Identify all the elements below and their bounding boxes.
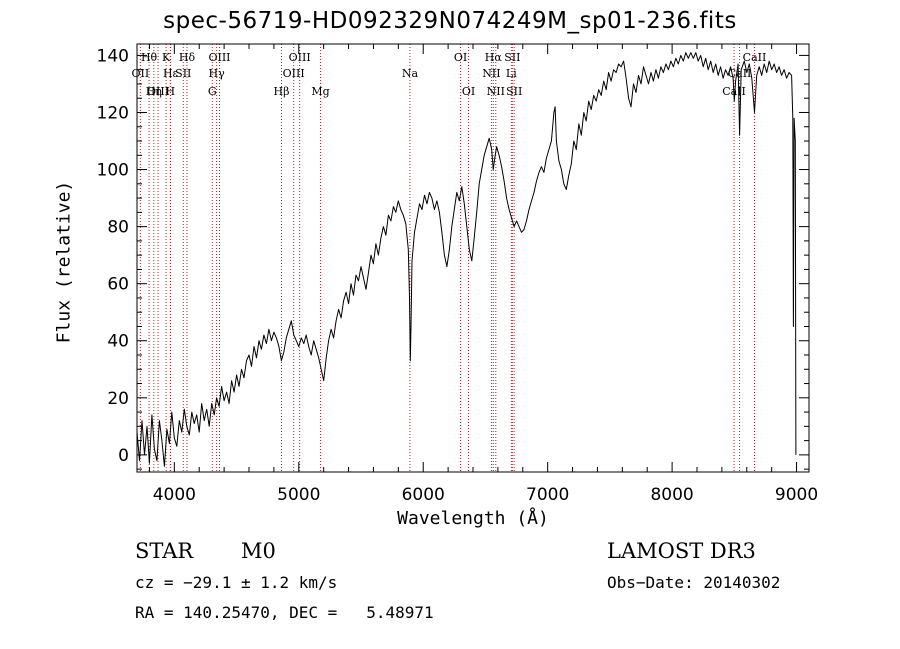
x-tick-label: 9000 [775, 485, 818, 505]
line-marker-label: Hε [163, 67, 179, 80]
y-tick-label: 20 [107, 389, 129, 409]
y-tick-label: 140 [97, 46, 129, 66]
y-axis-ticks: 0 20 40 60 80 100 120 140 [97, 46, 809, 470]
line-marker-label: OII [132, 67, 150, 80]
line-marker-label: Hγ [209, 67, 226, 80]
y-tick-label: 60 [107, 275, 129, 295]
line-marker-label: Hθ [141, 51, 158, 64]
line-marker-label: CaII [728, 67, 752, 80]
spectrum-line [136, 52, 797, 467]
line-marker-label: H [166, 85, 176, 98]
obs-date: Obs−Date: 20140302 [607, 573, 781, 592]
line-marker-label: OIII [208, 51, 230, 64]
line-marker-label: OI [454, 51, 467, 64]
object-subclass: M0 [241, 539, 276, 563]
y-tick-label: 0 [118, 446, 129, 466]
line-marker-label: NII [487, 85, 505, 98]
chart-title: spec-56719-HD092329N074249M_sp01-236.fit… [163, 8, 737, 34]
line-marker-label: Hβ [274, 85, 290, 98]
y-tick-label: 120 [97, 103, 129, 123]
line-marker-label: OIII [147, 85, 169, 98]
line-marker-label: SII [506, 85, 522, 98]
line-marker-label: Hα [485, 51, 503, 64]
x-tick-label: 6000 [402, 485, 445, 505]
x-axis-ticks: 4000 5000 6000 7000 8000 9000 [148, 44, 818, 505]
y-tick-label: 40 [107, 332, 129, 352]
redshift-velocity: cz = −29.1 ± 1.2 km/s [135, 573, 338, 592]
line-marker-label: Na [402, 67, 419, 80]
x-tick-label: 4000 [153, 485, 196, 505]
y-tick-label: 100 [97, 161, 129, 181]
line-marker-label: Li [506, 67, 517, 80]
line-marker-label: SII [175, 67, 191, 80]
object-class: STAR [135, 539, 194, 563]
line-marker-label: Hδ [179, 51, 196, 64]
survey-name: LAMOST DR3 [607, 539, 756, 563]
line-marker-label: OIII [289, 51, 311, 64]
line-marker-label: K [162, 51, 171, 64]
x-tick-label: 8000 [650, 485, 693, 505]
line-marker-label: G [208, 85, 217, 98]
line-marker-label: SII [504, 51, 520, 64]
y-axis-label: Flux (relative) [53, 180, 75, 344]
x-tick-label: 7000 [526, 485, 569, 505]
plot-frame [136, 43, 810, 473]
line-marker-label: Mg [311, 85, 329, 98]
line-marker-group [139, 44, 755, 472]
line-marker-label: OIII [283, 67, 305, 80]
y-tick-label: 80 [107, 218, 129, 238]
line-marker-label: OI [462, 85, 475, 98]
line-marker-label: CaII [743, 51, 767, 64]
x-axis-label: Wavelength (Å) [397, 508, 549, 529]
ra-dec: RA = 140.25470, DEC = 5.48971 [135, 603, 434, 622]
x-tick-label: 5000 [277, 485, 320, 505]
line-marker-label: Hη [146, 85, 162, 98]
line-marker-label: NII [482, 67, 500, 80]
